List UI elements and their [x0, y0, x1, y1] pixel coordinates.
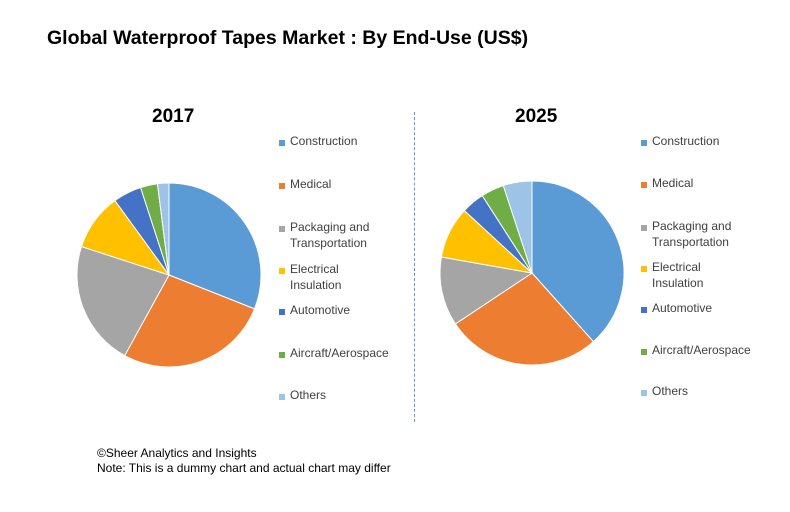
- pie-title-2025: 2025: [515, 106, 558, 127]
- legend-swatch: [641, 266, 647, 272]
- legend-label: Automotive: [290, 303, 351, 317]
- legend-swatch: [279, 309, 285, 315]
- legend-swatch: [279, 183, 285, 189]
- legend-label: Others: [652, 384, 689, 398]
- pie-slice-construction: [168, 182, 262, 310]
- legend-swatch: [279, 352, 285, 358]
- legend-swatch: [279, 394, 285, 400]
- chart-title: Global Waterproof Tapes Market : By End-…: [47, 27, 529, 49]
- pie-slice-packaging-and-transportation: [76, 245, 170, 357]
- legend-swatch: [641, 390, 647, 396]
- legend-swatch: [279, 268, 285, 274]
- legend-label: Construction: [652, 134, 720, 148]
- legend-label: Electrical Insulation: [290, 262, 342, 292]
- legend-swatch: [279, 226, 285, 232]
- legend-swatch: [641, 349, 647, 355]
- pie-title-2017: 2017: [152, 106, 195, 127]
- legend-swatch: [641, 225, 647, 231]
- disclaimer-note: Note: This is a dummy chart and actual c…: [97, 461, 391, 475]
- legend-swatch: [279, 140, 285, 146]
- legend-label: Medical: [290, 177, 332, 191]
- legend-swatch: [641, 182, 647, 188]
- legend-label: Medical: [652, 176, 694, 190]
- legend-label: Electrical Insulation: [652, 260, 704, 290]
- legend-label: Construction: [290, 134, 358, 148]
- chart-divider: [414, 112, 415, 422]
- legend-swatch: [641, 307, 647, 313]
- legend-label: Aircraft/Aerospace: [652, 343, 751, 357]
- legend-swatch: [641, 140, 647, 146]
- footer: ©Sheer Analytics and Insights Note: This…: [97, 446, 391, 476]
- legend-label: Packaging and Transportation: [290, 220, 370, 250]
- legend-label: Aircraft/Aerospace: [290, 346, 389, 360]
- pie-slice-others: [156, 182, 170, 276]
- legend-label: Others: [290, 388, 327, 402]
- legend-label: Packaging and Transportation: [652, 219, 732, 249]
- legend-label: Automotive: [652, 301, 713, 315]
- pie-slice-medical: [123, 274, 256, 368]
- source-note: ©Sheer Analytics and Insights: [97, 446, 257, 460]
